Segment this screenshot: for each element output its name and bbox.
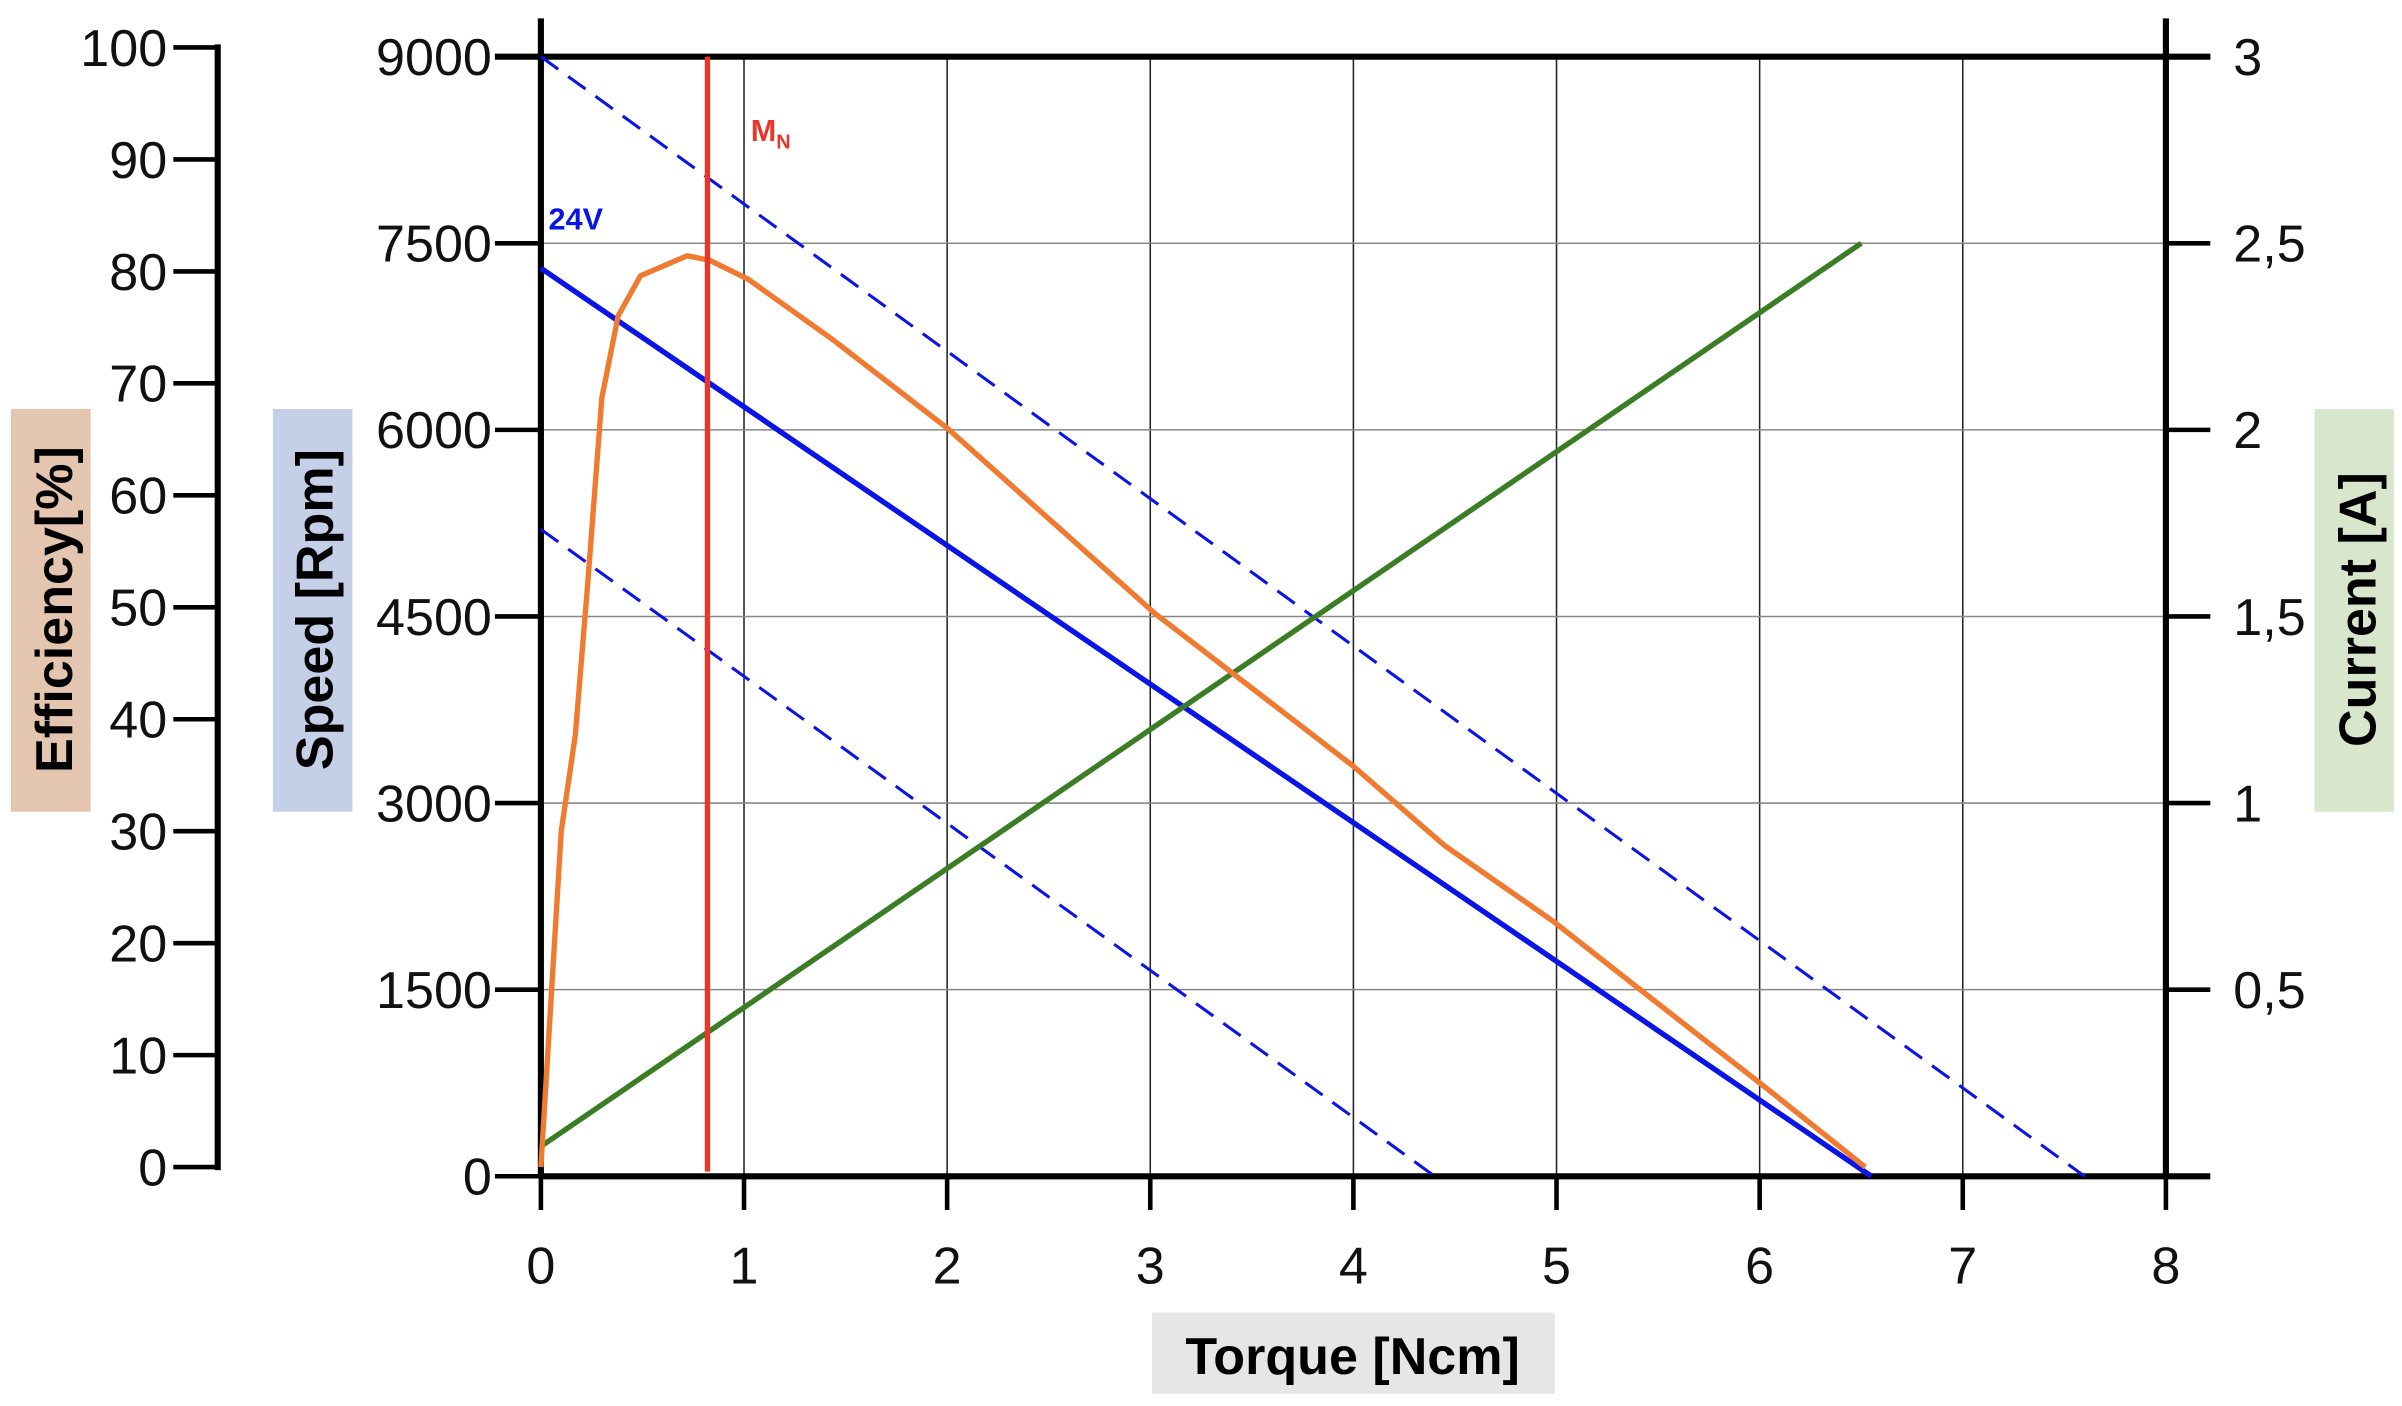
efficiency-curve xyxy=(538,253,1867,1170)
efficiency-tick-label: 10 xyxy=(109,1027,167,1085)
labels: Efficiency[%] Speed [Rpm] Current [A] To… xyxy=(10,114,2395,1394)
voltage-label: 24V xyxy=(549,203,604,237)
speed-tick-label: 3000 xyxy=(376,775,492,833)
torque-tick-label: 5 xyxy=(1542,1237,1571,1295)
current-tick-label: 2,5 xyxy=(2233,216,2305,274)
axes: 0 1 2 3 4 5 6 7 80150030004500600075009000010203… xyxy=(80,18,2306,1295)
torque-tick-label: 0 xyxy=(526,1237,555,1295)
current-tick-label: 0,5 xyxy=(2233,962,2305,1020)
current-tick-label: 2 xyxy=(2233,402,2262,460)
current-tick-label: 1 xyxy=(2233,775,2262,833)
efficiency-tick-label: 30 xyxy=(109,804,167,862)
current-tick-label: 3 xyxy=(2233,29,2262,87)
efficiency-tick-label: 20 xyxy=(109,916,167,974)
speed-tick-label: 6000 xyxy=(376,402,492,460)
torque-tick-label: 7 xyxy=(1948,1237,1977,1295)
torque-axis-label: Torque [Ncm] xyxy=(1185,1328,1520,1386)
torque-tick-label: 6 xyxy=(1745,1237,1774,1295)
speed-line-dashed xyxy=(539,528,1436,1178)
torque-tick-label: 8 xyxy=(2151,1237,2180,1295)
efficiency-tick-label: 40 xyxy=(109,692,167,750)
rated-torque-label-main: M xyxy=(751,114,777,148)
current-label-bg xyxy=(2314,408,2395,812)
speed-tick-label: 1500 xyxy=(376,962,492,1020)
efficiency-tick-label: 90 xyxy=(109,132,167,190)
torque-label-bg xyxy=(1151,1312,1555,1394)
efficiency-tick-label: 70 xyxy=(109,356,167,414)
efficiency-tick-label: 100 xyxy=(80,20,167,78)
torque-tick-label: 4 xyxy=(1339,1237,1368,1295)
efficiency-tick-label: 80 xyxy=(109,244,167,302)
speed-tick-label: 0 xyxy=(463,1149,492,1207)
grid xyxy=(540,56,2166,1177)
current-line xyxy=(539,241,1863,1149)
speed-tick-label: 7500 xyxy=(376,216,492,274)
rated-torque-label-sub: N xyxy=(776,132,790,154)
torque-tick-label: 1 xyxy=(730,1237,759,1295)
speed-axis-label: Speed [Rpm] xyxy=(287,449,345,770)
efficiency-label-bg xyxy=(10,408,91,812)
current-axis-label: Current [A] xyxy=(2330,472,2388,747)
speed-line xyxy=(539,265,1873,1179)
torque-tick-label: 3 xyxy=(1136,1237,1165,1295)
efficiency-axis-label: Efficiency[%] xyxy=(26,446,84,773)
speed-tick-label: 4500 xyxy=(376,589,492,647)
current-tick-label: 1,5 xyxy=(2233,589,2305,647)
series-group xyxy=(538,55,2086,1179)
torque-tick-label: 2 xyxy=(933,1237,962,1295)
efficiency-tick-label: 60 xyxy=(109,468,167,526)
speed-tick-label: 9000 xyxy=(376,29,492,87)
rated-torque-label: MN xyxy=(751,114,791,154)
efficiency-tick-label: 50 xyxy=(109,580,167,638)
efficiency-tick-label: 0 xyxy=(138,1139,167,1197)
speed-label-bg xyxy=(272,408,353,812)
